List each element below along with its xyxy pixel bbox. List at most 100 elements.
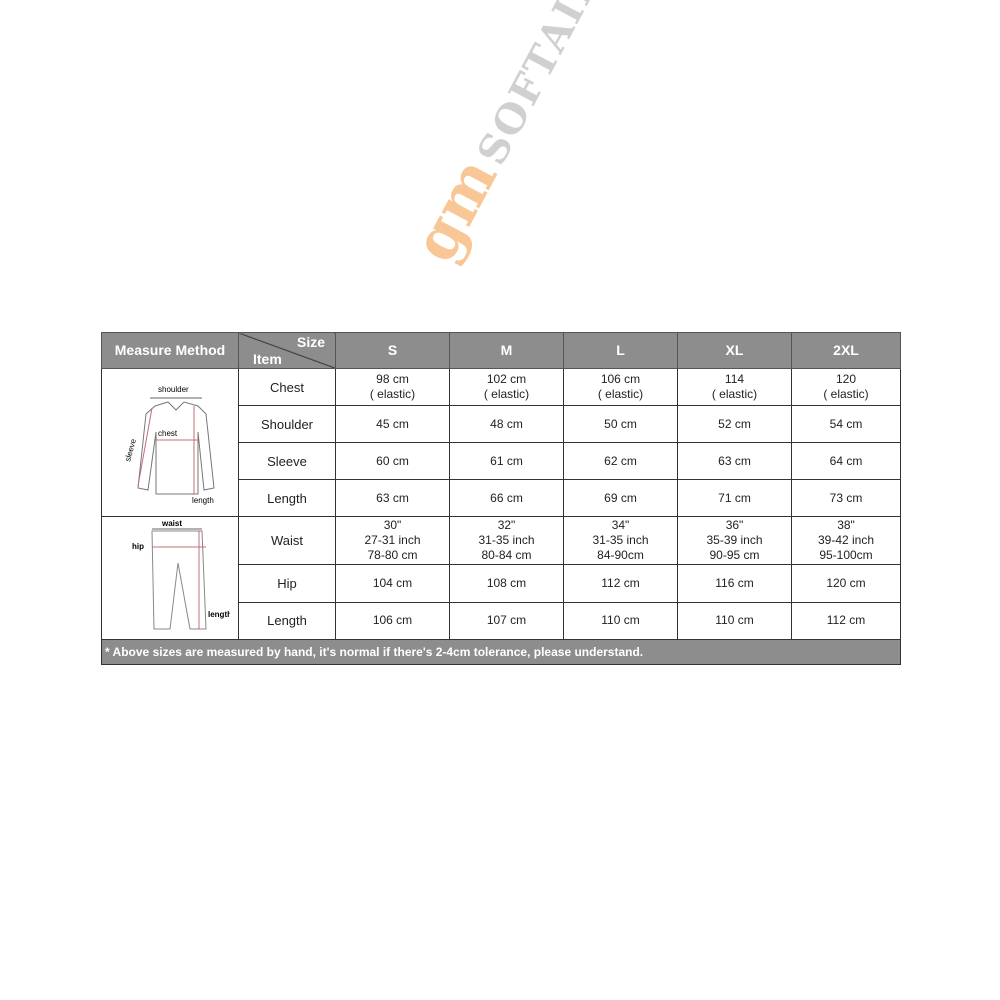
footer-row: * Above sizes are measured by hand, it's… xyxy=(101,639,901,665)
value-line: 63 cm xyxy=(718,453,751,468)
size-value-cell: 64 cm xyxy=(791,442,901,480)
value-line: 106 cm xyxy=(372,613,413,628)
shoulder-label: shoulder xyxy=(158,385,189,394)
size-value-cell: 52 cm xyxy=(677,405,792,443)
value-line: 107 cm xyxy=(486,613,527,628)
item-name: Length xyxy=(238,479,336,517)
value-line: 27-31 inch xyxy=(364,533,421,548)
size-chart-table: Measure Method Size Item S M L XL 2XL sho… xyxy=(101,332,901,665)
size-value-cell: 61 cm xyxy=(449,442,564,480)
size-value-cell: 110 cm xyxy=(563,601,678,641)
value-line: ( elastic) xyxy=(711,387,758,401)
size-value-cell: 120 cm xyxy=(791,564,901,603)
value-line: 60 cm xyxy=(376,453,409,468)
value-line: 66 cm xyxy=(490,490,523,505)
value-line: 38" xyxy=(837,518,855,533)
item-name: Chest xyxy=(238,368,336,406)
pants-image-cell: waist hip length xyxy=(101,516,239,640)
value-line: 120 xyxy=(835,372,857,386)
length-label: length xyxy=(208,610,230,619)
table-row: shoulder chest sleeve length Chest 98 cm( … xyxy=(101,368,901,517)
size-value-cell: 38" 39-42 inch 95-100cm xyxy=(791,515,901,566)
shirt-measure-diagram: shoulder chest sleeve length xyxy=(123,385,215,505)
value-line: ( elastic) xyxy=(823,387,869,401)
watermark-brand: SOFTAIR xyxy=(468,0,612,173)
sleeve-label: sleeve xyxy=(123,437,138,462)
size-value-cell: 98 cm( elastic) xyxy=(335,368,450,406)
value-line: 112 cm xyxy=(826,613,866,628)
value-line: 95-100cm xyxy=(819,548,873,563)
size-value-cell: 32" 31-35 inch 80-84 cm xyxy=(449,515,564,566)
size-value-cell: 50 cm xyxy=(563,405,678,443)
value-line: 61 cm xyxy=(490,453,523,468)
size-value-cell: 73 cm xyxy=(791,479,901,517)
size-value-cell: 102 cm( elastic) xyxy=(449,368,564,406)
pants-measure-diagram: waist hip length xyxy=(132,519,232,630)
value-line: 62 cm xyxy=(604,453,637,468)
value-line: 32" xyxy=(497,518,516,533)
table-row: waist hip length Waist 30" 27-31 inch 78-80 … xyxy=(101,515,901,640)
item-name: Hip xyxy=(238,564,336,603)
size-value-cell: 63 cm xyxy=(335,479,450,517)
value-line: 102 cm xyxy=(486,372,527,386)
size-label: Size xyxy=(296,334,325,350)
size-header: XL xyxy=(677,332,792,369)
size-value-cell: 30" 27-31 inch 78-80 cm xyxy=(335,515,450,566)
value-line: 31-35 inch xyxy=(478,533,535,548)
size-value-cell: 108 cm xyxy=(449,564,564,603)
size-item-header: Size Item xyxy=(238,332,336,369)
size-header: L xyxy=(563,332,678,369)
item-name: Sleeve xyxy=(238,442,336,480)
value-line: 54 cm xyxy=(829,416,863,431)
value-line: 35-39 inch xyxy=(706,533,763,548)
watermark: gm SOFTAIR xyxy=(400,0,616,273)
watermark-brand: gm xyxy=(400,146,512,273)
value-line: 78-80 cm xyxy=(367,548,418,563)
size-value-cell: 71 cm xyxy=(677,479,792,517)
value-line: 50 cm xyxy=(604,416,637,431)
value-line: 80-84 cm xyxy=(481,548,532,563)
size-value-cell: 54 cm xyxy=(791,405,901,443)
value-line: 112 cm xyxy=(601,576,640,591)
size-value-cell: 48 cm xyxy=(449,405,564,443)
size-header: M xyxy=(449,332,564,369)
value-line: 71 cm xyxy=(718,490,751,505)
value-line: ( elastic) xyxy=(597,387,644,401)
value-line: 108 cm xyxy=(486,576,527,591)
value-line: 36" xyxy=(725,518,744,533)
item-name: Length xyxy=(238,601,336,641)
size-value-cell: 110 cm xyxy=(677,601,792,641)
value-line: 45 cm xyxy=(376,416,409,431)
value-line: 39-42 inch xyxy=(817,533,875,548)
value-line: 34" xyxy=(611,518,630,533)
size-value-cell: 107 cm xyxy=(449,601,564,641)
size-value-cell: 34" 31-35 inch 84-90cm xyxy=(563,515,678,566)
size-value-cell: 116 cm xyxy=(677,564,792,603)
item-name: Shoulder xyxy=(238,405,336,443)
hip-label: hip xyxy=(132,542,144,551)
value-line: 31-35 inch xyxy=(592,533,649,548)
value-line: ( elastic) xyxy=(369,387,416,401)
value-line: 52 cm xyxy=(718,416,751,431)
size-value-cell: 106 cm( elastic) xyxy=(563,368,678,406)
item-label: Item xyxy=(253,351,282,367)
item-name: Waist xyxy=(238,515,336,566)
size-value-cell: 36" 35-39 inch 90-95 cm xyxy=(677,515,792,566)
size-value-cell: 112 cm xyxy=(563,564,678,603)
value-line: 48 cm xyxy=(490,416,523,431)
value-line: 120 cm xyxy=(826,576,866,591)
length-label: length xyxy=(192,496,214,505)
value-line: 110 cm xyxy=(601,613,640,628)
value-line: 110 cm xyxy=(715,613,754,628)
size-value-cell: 60 cm xyxy=(335,442,450,480)
size-value-cell: 104 cm xyxy=(335,564,450,603)
size-value-cell: 66 cm xyxy=(449,479,564,517)
value-line: 104 cm xyxy=(372,576,413,591)
value-line: 30" xyxy=(383,518,402,533)
waist-label: waist xyxy=(161,519,182,528)
shirt-image-cell: shoulder chest sleeve length xyxy=(101,368,239,517)
table-row: Hip 104 cm 108 cm 112 cm 116 cm 120 cm xyxy=(102,564,901,603)
chest-label: chest xyxy=(158,429,178,438)
measure-method-header: Measure Method xyxy=(101,332,239,369)
size-value-cell: 106 cm xyxy=(335,601,450,641)
